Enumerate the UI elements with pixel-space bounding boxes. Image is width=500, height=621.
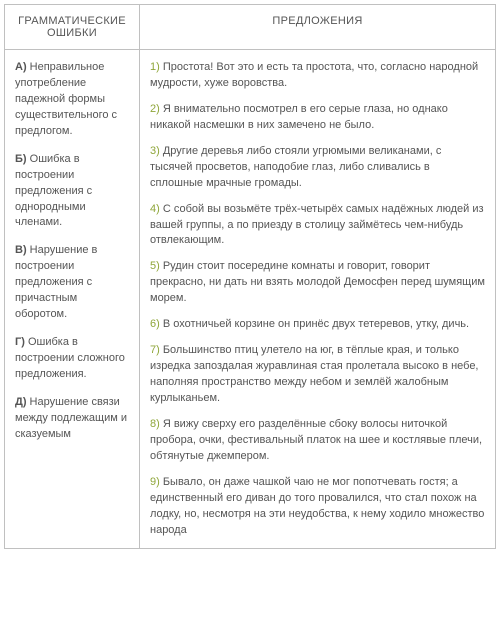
header-row: ГРАММАТИЧЕСКИЕ ОШИБКИ ПРЕДЛОЖЕНИЯ [5, 5, 496, 50]
errors-cell: А) Неправильное употребление падежной фо… [5, 50, 140, 549]
error-d: Д) Нарушение связи между подлежащим и ск… [15, 395, 129, 443]
error-text: Нарушение связи между подлежащим и сказу… [15, 396, 127, 440]
sentence-4: 4) С собой вы возьмёте трёх-четырёх самы… [150, 202, 485, 250]
error-text: Нарушение в построении предложения с при… [15, 244, 97, 320]
grammar-table: ГРАММАТИЧЕСКИЕ ОШИБКИ ПРЕДЛОЖЕНИЯ А) Неп… [4, 4, 496, 549]
sentence-num: 8) [150, 418, 160, 430]
sentence-1: 1) Простота! Вот это и есть та простота,… [150, 60, 485, 92]
sentence-num: 2) [150, 103, 160, 115]
sentence-9: 9) Бывало, он даже чашкой чаю не мог поп… [150, 475, 485, 539]
error-letter: Б) [15, 153, 27, 165]
sentence-num: 6) [150, 318, 160, 330]
error-a: А) Неправильное употребление падежной фо… [15, 60, 129, 140]
sentence-text: Я внимательно посмотрел в его серые глаз… [150, 103, 448, 131]
sentence-2: 2) Я внимательно посмотрел в его серые г… [150, 102, 485, 134]
sentence-num: 5) [150, 260, 160, 272]
sentence-num: 3) [150, 145, 160, 157]
sentence-num: 9) [150, 476, 160, 488]
sentence-text: Простота! Вот это и есть та простота, чт… [150, 61, 478, 89]
error-letter: Д) [15, 396, 27, 408]
sentence-text: Я вижу сверху его разделённые сбоку воло… [150, 418, 482, 462]
sentence-text: С собой вы возьмёте трёх-четырёх самых н… [150, 203, 484, 247]
sentence-text: Бывало, он даже чашкой чаю не мог попотч… [150, 476, 484, 536]
sentence-7: 7) Большинство птиц улетело на юг, в тёп… [150, 343, 485, 407]
error-text: Ошибка в построении предложения с одноро… [15, 153, 92, 229]
sentence-6: 6) В охотничьей корзине он принёс двух т… [150, 317, 485, 333]
sentence-num: 1) [150, 61, 160, 73]
sentence-num: 4) [150, 203, 160, 215]
error-text: Ошибка в построении сложного предложения… [15, 336, 125, 380]
header-sentences: ПРЕДЛОЖЕНИЯ [140, 5, 496, 50]
error-v: В) Нарушение в построении предложения с … [15, 243, 129, 323]
error-letter: Г) [15, 336, 25, 348]
header-errors: ГРАММАТИЧЕСКИЕ ОШИБКИ [5, 5, 140, 50]
sentence-3: 3) Другие деревья либо стояли угрюмыми в… [150, 144, 485, 192]
content-row: А) Неправильное употребление падежной фо… [5, 50, 496, 549]
error-g: Г) Ошибка в построении сложного предложе… [15, 335, 129, 383]
error-letter: А) [15, 61, 27, 73]
sentence-text: Другие деревья либо стояли угрюмыми вели… [150, 145, 441, 189]
sentence-text: В охотничьей корзине он принёс двух тете… [160, 318, 469, 330]
error-letter: В) [15, 244, 27, 256]
sentence-5: 5) Рудин стоит посередине комнаты и гово… [150, 259, 485, 307]
error-b: Б) Ошибка в построении предложения с одн… [15, 152, 129, 232]
sentence-text: Рудин стоит посередине комнаты и говорит… [150, 260, 485, 304]
sentences-cell: 1) Простота! Вот это и есть та простота,… [140, 50, 496, 549]
sentence-text: Большинство птиц улетело на юг, в тёплые… [150, 344, 479, 404]
error-text: Неправильное употребление падежной формы… [15, 61, 117, 137]
sentence-8: 8) Я вижу сверху его разделённые сбоку в… [150, 417, 485, 465]
sentence-num: 7) [150, 344, 160, 356]
